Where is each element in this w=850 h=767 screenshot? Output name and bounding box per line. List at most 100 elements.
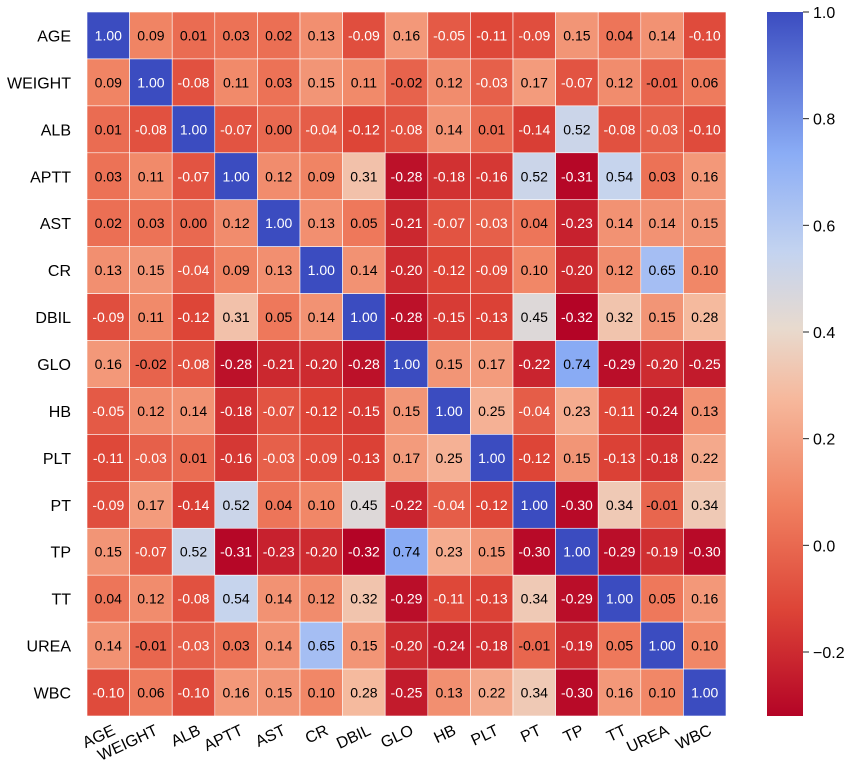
cell-value-label: -0.30 bbox=[518, 544, 550, 560]
cell-value-label: 0.04 bbox=[265, 497, 292, 513]
cell-value-label: 0.12 bbox=[265, 168, 292, 184]
heatmap-cell-dbil-glo bbox=[384, 293, 429, 341]
heatmap-cell-wbc-tp bbox=[555, 668, 599, 717]
heatmap-cell-tp-glo bbox=[384, 527, 429, 576]
x-tick-label-tp: TP bbox=[561, 722, 587, 746]
cell-value-label: -0.12 bbox=[476, 497, 508, 513]
cell-value-label: 0.34 bbox=[691, 497, 718, 513]
cell-value-label: 0.00 bbox=[265, 121, 292, 137]
heatmap-cell-dbil-wbc bbox=[683, 293, 727, 341]
y-tick-label-ast: AST bbox=[40, 216, 71, 233]
cell-value-label: 0.11 bbox=[351, 74, 377, 90]
colorbar-tick-label: 0.4 bbox=[813, 325, 835, 342]
heatmap-cell-cr-age bbox=[86, 246, 130, 294]
heatmap-cell-cr-plt bbox=[470, 246, 514, 294]
cell-value-label: 0.14 bbox=[95, 638, 122, 654]
heatmap-cell-dbil-ast bbox=[257, 293, 301, 341]
cell-value-label: 0.34 bbox=[521, 685, 548, 701]
heatmap-cell-plt-tp bbox=[555, 434, 599, 482]
y-tick-label-age: AGE bbox=[37, 28, 71, 45]
heatmap-cell-ast-age bbox=[86, 199, 130, 247]
y-tick-label-urea: UREA bbox=[27, 639, 72, 656]
cell-value-label: 0.15 bbox=[95, 544, 122, 560]
heatmap-cell-tt-tp bbox=[555, 574, 599, 623]
cell-value-label: 0.10 bbox=[691, 638, 718, 654]
cell-value-label: 0.09 bbox=[222, 262, 249, 278]
cell-value-label: 0.28 bbox=[691, 309, 718, 325]
x-tick-label-aptt: APTT bbox=[202, 722, 246, 755]
cell-value-label: -0.28 bbox=[220, 356, 252, 372]
cell-value-label: -0.09 bbox=[518, 27, 550, 43]
cell-value-label: 0.03 bbox=[648, 168, 675, 184]
cell-value-label: -0.07 bbox=[263, 403, 295, 419]
heatmap-cell-age-glo bbox=[384, 11, 429, 60]
y-tick-label-hb: HB bbox=[49, 404, 71, 421]
cell-value-label: 0.10 bbox=[648, 685, 675, 701]
cell-value-label: 1.00 bbox=[308, 262, 335, 278]
cell-value-label: 0.14 bbox=[648, 27, 675, 43]
heatmap-cell-ast-urea bbox=[640, 199, 684, 247]
cell-value-label: -0.02 bbox=[391, 74, 423, 90]
cell-value-label: 0.74 bbox=[563, 356, 590, 372]
cell-value-label: -0.20 bbox=[561, 262, 593, 278]
heatmap-cell-weight-weight bbox=[129, 58, 173, 107]
heatmap-cell-ast-dbil bbox=[342, 199, 386, 247]
cell-value-label: 0.15 bbox=[393, 403, 420, 419]
cell-value-label: -0.03 bbox=[476, 215, 508, 231]
cell-value-label: -0.01 bbox=[646, 74, 678, 90]
heatmap-cell-aptt-cr bbox=[299, 152, 343, 201]
cell-value-label: -0.01 bbox=[646, 497, 678, 513]
cell-value-label: 1.00 bbox=[606, 591, 633, 607]
cell-value-label: 0.09 bbox=[308, 168, 335, 184]
cell-value-label: 0.12 bbox=[137, 403, 164, 419]
heatmap-cell-tp-weight bbox=[129, 527, 173, 576]
cell-value-label: 0.32 bbox=[350, 591, 377, 607]
heatmap-cell-plt-urea bbox=[640, 434, 684, 482]
y-tick-label-aptt: APTT bbox=[30, 169, 71, 186]
cell-value-label: -0.12 bbox=[518, 450, 550, 466]
cell-value-label: -0.12 bbox=[348, 121, 380, 137]
heatmap-cell-urea-wbc bbox=[683, 621, 727, 670]
cell-value-label: -0.23 bbox=[561, 215, 593, 231]
cell-value-label: -0.09 bbox=[92, 497, 124, 513]
heatmap-cell-urea-hb bbox=[427, 621, 471, 670]
heatmap-cell-ast-plt bbox=[470, 199, 514, 247]
cell-value-label: -0.07 bbox=[178, 168, 210, 184]
cell-value-label: 0.12 bbox=[606, 74, 633, 90]
heatmap-cell-cr-hb bbox=[427, 246, 471, 294]
cell-value-label: -0.23 bbox=[263, 544, 295, 560]
heatmap-cell-plt-alb bbox=[171, 434, 216, 482]
cell-value-label: -0.11 bbox=[93, 450, 124, 466]
heatmap-cell-tp-wbc bbox=[683, 527, 727, 576]
cell-value-label: 0.02 bbox=[265, 27, 292, 43]
cell-value-label: -0.08 bbox=[178, 356, 210, 372]
cell-value-label: 0.16 bbox=[691, 591, 718, 607]
heatmap-cell-weight-tt bbox=[597, 58, 642, 107]
cell-value-label: -0.20 bbox=[391, 262, 423, 278]
colorbar-gradient bbox=[767, 12, 803, 716]
cell-value-label: 1.00 bbox=[265, 215, 292, 231]
heatmap-cell-alb-wbc bbox=[683, 105, 727, 154]
heatmap-cell-urea-dbil bbox=[342, 621, 386, 670]
cell-value-label: 1.00 bbox=[521, 497, 548, 513]
x-tick-label-cr: CR bbox=[303, 722, 331, 747]
cell-value-label: 1.00 bbox=[478, 450, 505, 466]
cell-value-label: 0.54 bbox=[222, 591, 249, 607]
cell-value-label: 0.17 bbox=[478, 356, 505, 372]
cell-value-label: -0.10 bbox=[92, 685, 124, 701]
heatmap-cell-alb-glo bbox=[384, 105, 429, 154]
cell-value-label: -0.13 bbox=[476, 591, 508, 607]
cell-value-label: -0.16 bbox=[476, 168, 508, 184]
cell-value-label: -0.12 bbox=[433, 262, 465, 278]
heatmap-cell-pt-tt bbox=[597, 481, 642, 529]
heatmap-cell-age-alb bbox=[171, 11, 216, 60]
heatmap-cell-alb-ast bbox=[257, 105, 301, 154]
cell-value-label: 0.32 bbox=[606, 309, 633, 325]
y-tick-label-alb: ALB bbox=[41, 122, 71, 139]
heatmap-cell-glo-tt bbox=[597, 340, 642, 388]
x-tick-label-alb: ALB bbox=[169, 722, 204, 750]
cell-value-label: -0.18 bbox=[476, 638, 508, 654]
cell-value-label: 0.16 bbox=[691, 168, 718, 184]
cell-value-label: 1.00 bbox=[180, 121, 207, 137]
cell-value-label: -0.07 bbox=[561, 74, 593, 90]
